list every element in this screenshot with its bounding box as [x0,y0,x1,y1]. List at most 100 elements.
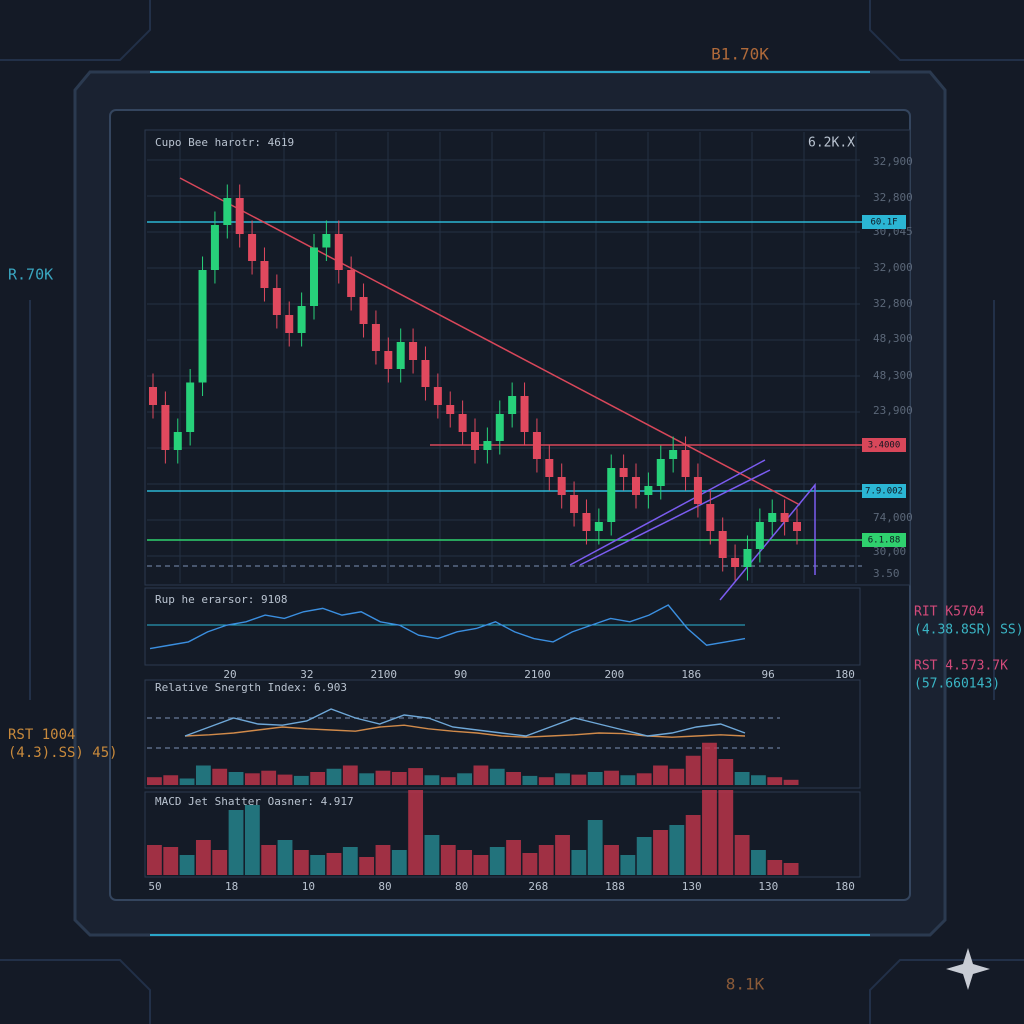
side-label: RST 1004 [8,727,75,743]
candle-body [359,297,368,324]
bar [293,850,309,875]
candle-body [446,405,455,414]
candle-body [607,468,616,522]
candle-body [718,531,727,558]
bar [375,845,391,875]
candle-body [632,477,640,495]
x-tick-label: 18 [225,880,238,893]
candle-body [743,549,752,567]
bar [261,845,277,875]
candle-body [285,315,294,333]
price-label: 32,900 [873,155,913,168]
candle-body [173,432,182,450]
candle-body [495,414,504,441]
bar [179,778,195,785]
price-label: 48,300 [873,332,913,345]
candle-body [780,513,789,522]
bar [212,850,228,875]
x-tick-label: 186 [681,668,701,681]
bar [587,772,603,785]
candle-body [396,342,405,369]
bar [375,770,391,785]
candle-body [768,513,777,522]
bar [195,765,211,785]
bar [277,840,293,875]
bar [228,772,244,785]
bar [391,850,407,875]
candle-body [322,234,331,248]
rsi-title: Relative Snergth Index: 6.903 [155,681,347,694]
bar [669,825,685,875]
x-tick-label: 20 [223,668,236,681]
bar [408,790,424,875]
candle-body [619,468,628,477]
bar [702,742,717,785]
candle-body [384,351,393,369]
side-label: (4.38.8SR) SS) [914,623,1024,638]
level-tag-label: 6.1.88 [868,536,901,546]
candle-body [693,477,702,504]
level-tag [862,215,906,229]
bar [293,775,309,785]
sparkle-icon [946,948,990,990]
candle-body [260,261,269,288]
price-label: 48,300 [873,369,913,382]
candle-body [347,270,356,297]
candle-body [793,522,801,531]
bar [555,773,570,785]
bar [261,770,277,785]
candle-body [371,324,380,351]
corner-label: 6.2K.X [808,136,855,151]
bar [538,777,554,785]
bar [440,777,456,785]
price-label: 32,800 [873,191,913,204]
candle-body [594,522,603,531]
x-tick-label: 2100 [524,668,551,681]
candle-body [310,247,318,306]
price-label: 32,800 [873,297,913,310]
candle-body [186,382,195,432]
x-tick-label: 96 [762,668,775,681]
level-tag-label: 60.1F [870,218,897,228]
candle-body [161,405,170,450]
x-tick-label: 130 [682,880,702,893]
candle-body [520,396,529,432]
level-tag [862,533,906,547]
candle-body [532,432,541,459]
x-tick-label: 180 [835,880,855,893]
bar [718,790,734,875]
x-tick-label: 80 [378,880,391,893]
price-label: 74,000 [873,511,913,524]
candle-body [669,450,678,459]
side-label: (4.3).SS) 45) [8,745,118,761]
bar [244,773,260,785]
bar [424,775,440,785]
level-tag-label: 3.4000 [868,441,901,451]
candle-body [210,225,219,270]
candle-body [297,306,306,333]
candle-body [545,459,554,477]
main-title: Cupo Bee harotr: 4619 [155,136,294,149]
bar [440,845,456,875]
candle-body [334,234,343,270]
side-label: (57.660143) [914,677,1000,692]
bar [522,853,538,875]
candle-body [508,396,517,414]
bar [571,774,587,785]
bar [179,855,195,875]
price-label: 23,900 [873,404,913,417]
bar [555,835,570,875]
bar [244,805,260,875]
bar [359,773,375,785]
bar [751,775,766,785]
bar [620,775,636,785]
line-series [184,708,746,737]
bar [506,772,521,785]
osc-panel [144,587,861,666]
candle-body [458,414,467,432]
candle-body [149,387,157,405]
candle-body [570,495,579,513]
bar [636,837,652,875]
